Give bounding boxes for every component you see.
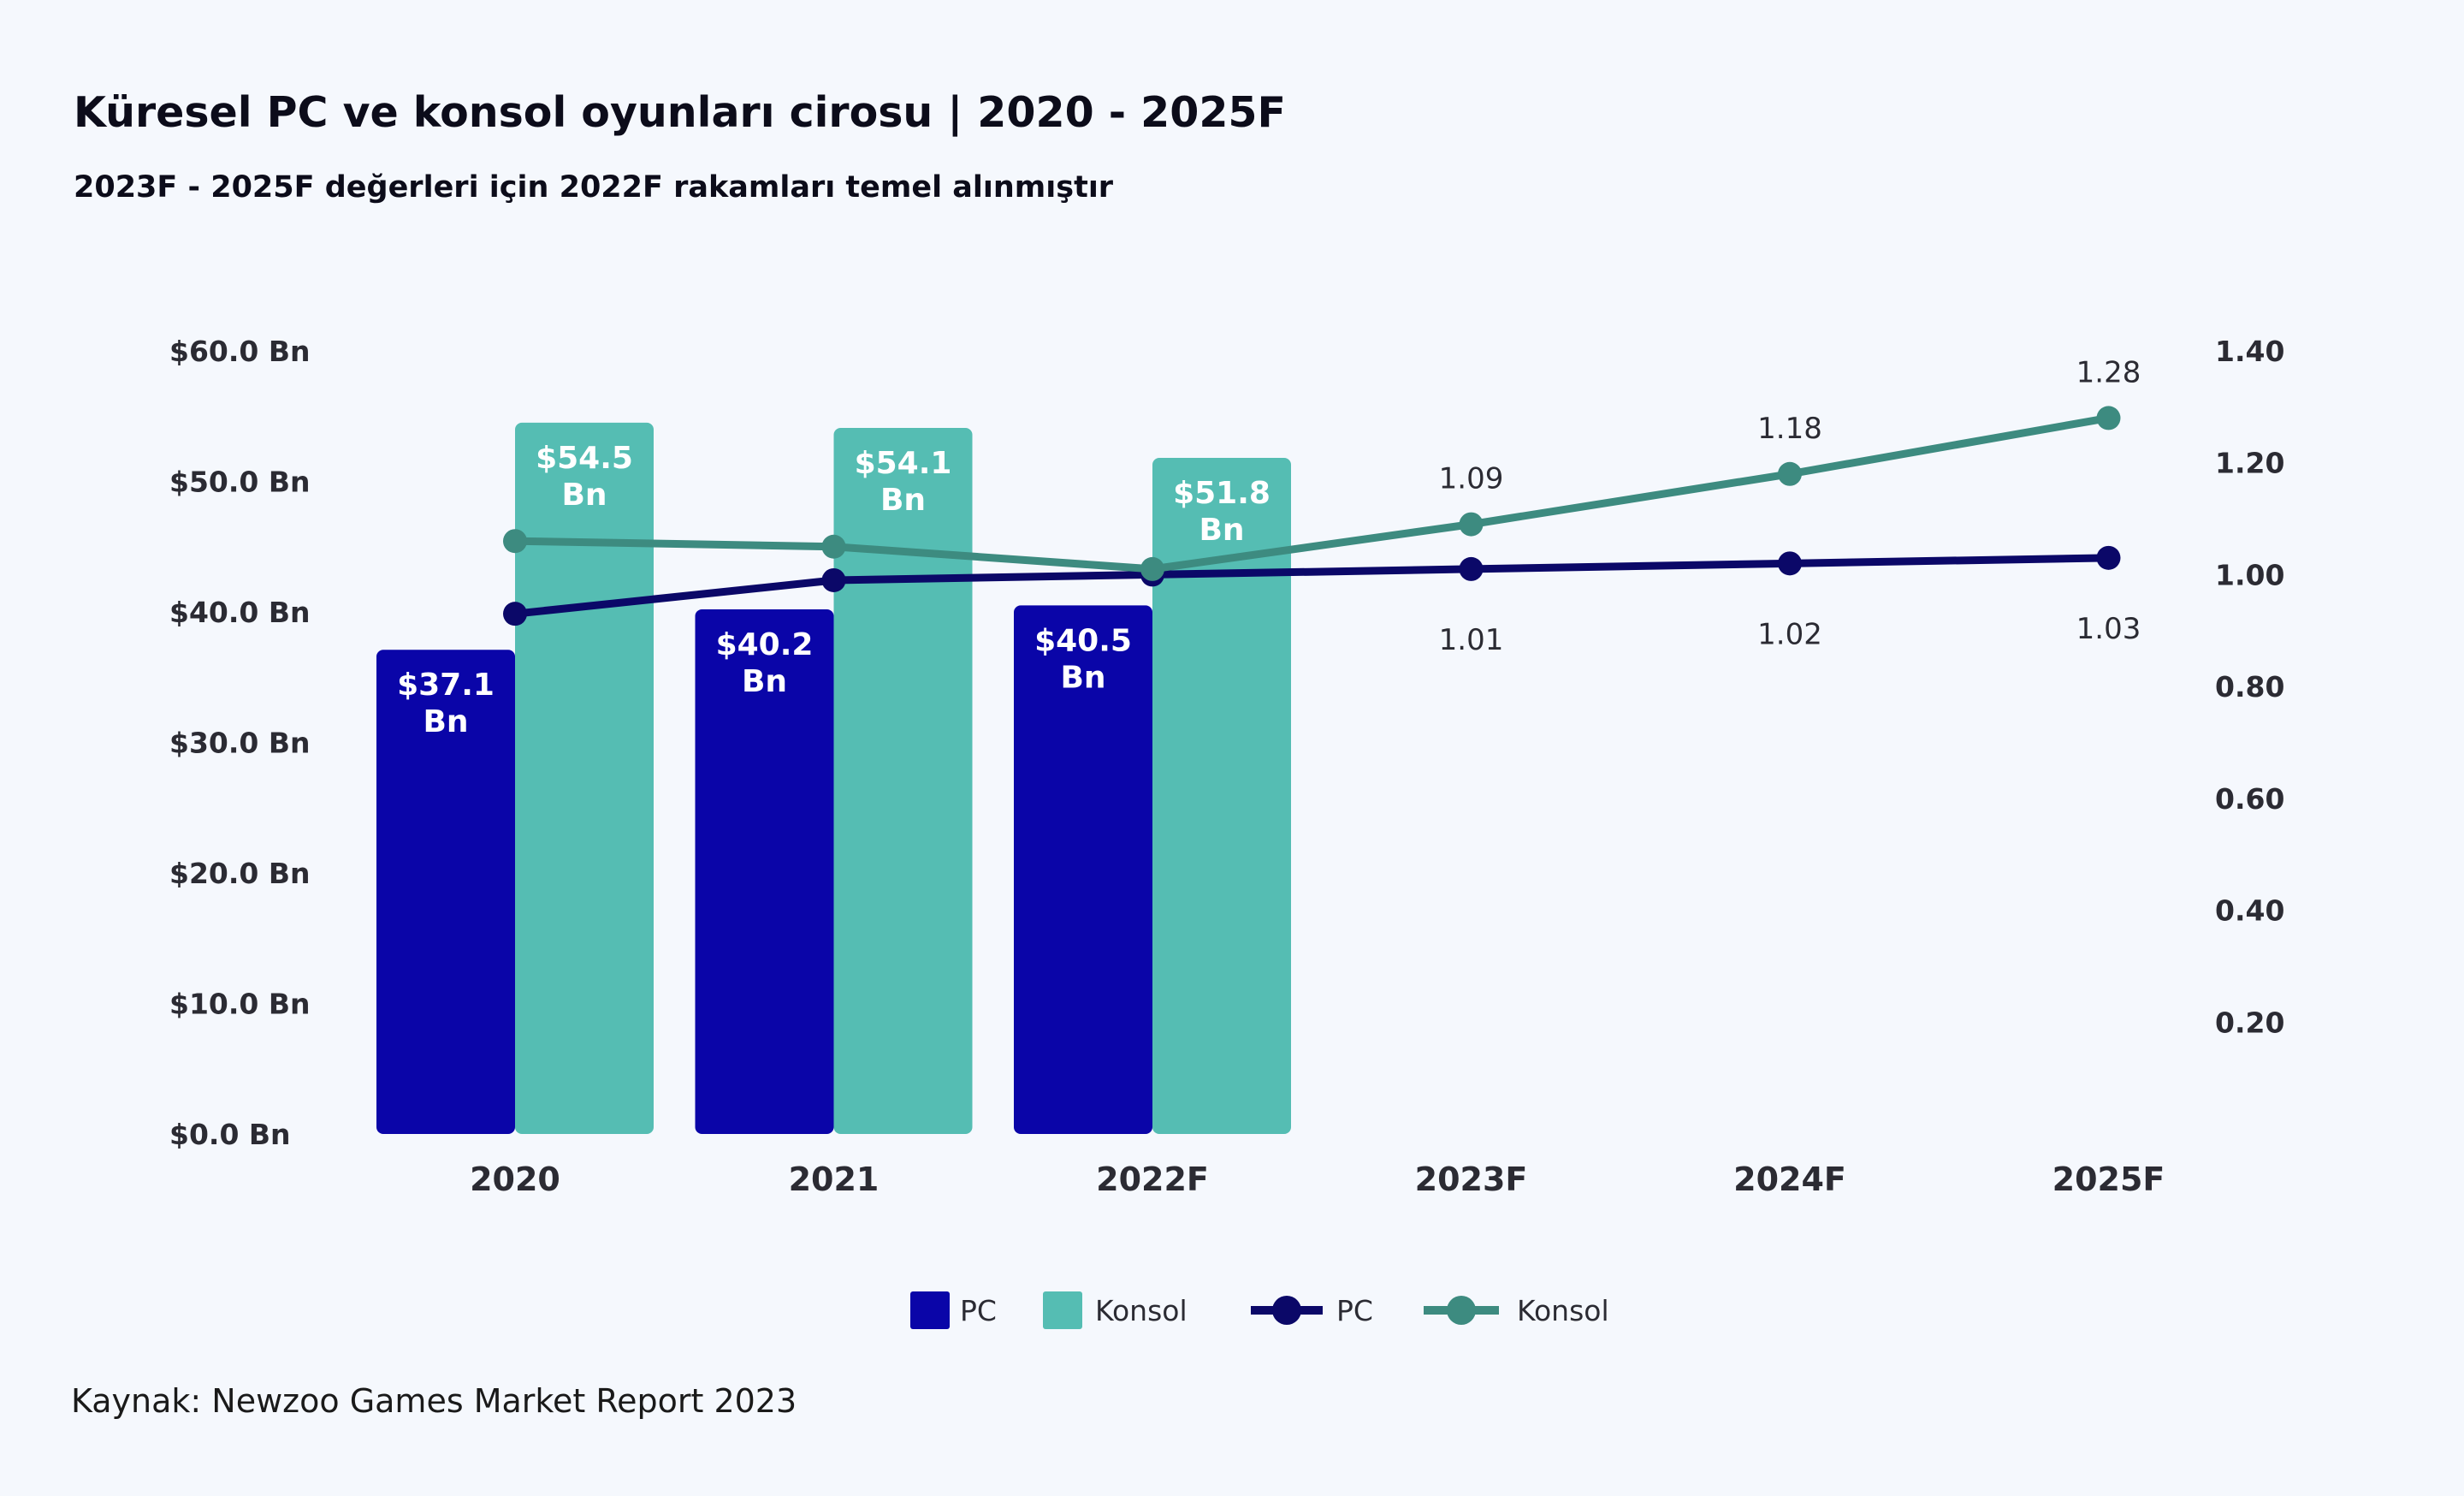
- line-pc: [511, 554, 2112, 618]
- right-tick-label: 0.80: [2215, 670, 2284, 703]
- left-tick-label: $30.0 Bn: [169, 727, 311, 760]
- bar-value-label: $54.5: [536, 441, 633, 476]
- bar-unit-label: Bn: [561, 478, 607, 513]
- line-value-label: 1.18: [1757, 412, 1822, 446]
- right-tick-label: 0.20: [2215, 1006, 2284, 1039]
- bar-pc: [1014, 605, 1152, 1134]
- left-tick-label: $50.0 Bn: [169, 466, 311, 499]
- legend-swatch-marker-konsol: [1447, 1296, 1476, 1325]
- line-value-label: 1.28: [2076, 355, 2141, 389]
- line-point-konsol: [1778, 461, 1802, 486]
- bar-unit-label: Bn: [1199, 513, 1244, 548]
- left-axis: $0.0 Bn $10.0 Bn $20.0 Bn $30.0 Bn $40.0 Bn $…: [169, 335, 311, 1151]
- line-layer: 1.01 1.02 1.03 1.09 1.18 1.28: [503, 355, 2141, 657]
- left-tick-label: $40.0 Bn: [169, 596, 311, 629]
- line-point-pc: [503, 602, 527, 626]
- right-tick-label: 1.20: [2215, 447, 2284, 480]
- line-point-konsol: [1459, 512, 1484, 537]
- right-tick-label: 0.40: [2215, 894, 2284, 928]
- legend-label: Konsol: [1095, 1294, 1188, 1327]
- line-value-label: 1.09: [1439, 462, 1504, 496]
- legend-label: Konsol: [1517, 1294, 1609, 1327]
- bar-layer: $37.1Bn$40.2Bn$40.5Bn$54.5Bn$54.1Bn $51.8…: [376, 422, 1291, 1135]
- x-tick-label: 2020: [470, 1161, 560, 1198]
- bar-konsol: [1152, 458, 1291, 1134]
- legend-swatch-marker-pc: [1272, 1296, 1301, 1325]
- legend: PC Konsol PC Konsol: [910, 1291, 1609, 1329]
- bar-pc: [376, 650, 515, 1134]
- line-point-konsol: [821, 534, 846, 559]
- bar-unit-label: Bn: [742, 664, 787, 699]
- bar-value-label: $40.2: [716, 627, 814, 662]
- line-value-label: 1.01: [1439, 623, 1504, 657]
- legend-label: PC: [1336, 1294, 1373, 1327]
- bar-value-label: $51.8: [1173, 476, 1270, 511]
- line-konsol: [511, 413, 2112, 573]
- chart-subtitle: 2023F - 2025F değerleri için 2022F rakam…: [74, 170, 1114, 205]
- line-value-label: 1.02: [1757, 617, 1822, 651]
- bar-unit-label: Bn: [423, 704, 468, 739]
- line-point-konsol: [2096, 406, 2121, 430]
- line-value-label: 1.03: [2076, 612, 2141, 646]
- right-tick-label: 1.00: [2215, 558, 2284, 591]
- line-point-pc: [821, 567, 846, 592]
- left-tick-label: $10.0 Bn: [169, 988, 311, 1021]
- legend-swatch-bar-pc: [910, 1291, 950, 1329]
- line-point-konsol: [1140, 556, 1164, 581]
- left-tick-label: $20.0 Bn: [169, 857, 311, 890]
- legend-swatch-bar-konsol: [1043, 1291, 1082, 1329]
- bar-value-label: $40.5: [1034, 623, 1132, 658]
- bar-value-label: $37.1: [397, 668, 495, 703]
- x-tick-label: 2025F: [2052, 1161, 2165, 1198]
- legend-label: PC: [960, 1294, 997, 1327]
- x-tick-label: 2023F: [1415, 1161, 1528, 1198]
- left-tick-label: $0.0 Bn: [169, 1118, 291, 1151]
- x-tick-label: 2024F: [1733, 1161, 1846, 1198]
- line-point-pc: [1778, 551, 1802, 576]
- bar-konsol: [833, 427, 973, 1135]
- line-point-konsol: [503, 529, 527, 554]
- right-axis: 0.20 0.40 0.60 0.80 1.00 1.20 1.40: [2215, 335, 2284, 1039]
- x-tick-label: 2022F: [1096, 1161, 1209, 1198]
- right-tick-label: 0.60: [2215, 782, 2284, 816]
- bar-value-label: $54.1: [855, 446, 952, 481]
- x-axis: 2020 2021 2022F 2023F 2024F 2025F: [470, 1161, 2165, 1198]
- line-point-pc: [1459, 556, 1484, 581]
- line-point-pc: [2096, 545, 2121, 570]
- bar-konsol: [515, 422, 654, 1134]
- bar-unit-label: Bn: [880, 483, 926, 518]
- source-note: Kaynak: Newzoo Games Market Report 2023: [71, 1382, 797, 1420]
- left-tick-label: $60.0 Bn: [169, 335, 311, 368]
- chart-title: Küresel PC ve konsol oyunları cirosu | 2…: [74, 88, 1286, 138]
- bar-pc: [695, 608, 834, 1134]
- right-tick-label: 1.40: [2215, 335, 2284, 368]
- x-tick-label: 2021: [789, 1161, 880, 1198]
- bar-unit-label: Bn: [1060, 660, 1105, 695]
